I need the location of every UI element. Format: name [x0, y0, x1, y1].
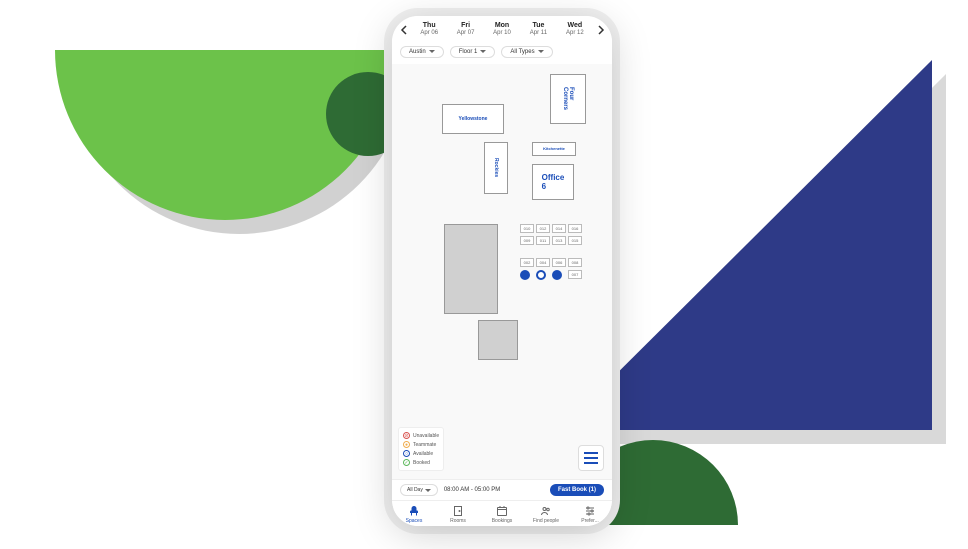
floor-label: Floor 1 [459, 49, 478, 55]
desk-001-booked[interactable] [520, 270, 530, 280]
room-office6[interactable]: Office 6 [532, 164, 574, 200]
date-dow: Fri [461, 22, 470, 30]
time-range[interactable]: 08:00 AM - 05:00 PM [444, 487, 544, 493]
teammate-icon: ● [403, 441, 410, 448]
room-label: Kitchenette [543, 146, 565, 151]
date-sub: Apr 12 [566, 30, 584, 37]
door-icon [452, 505, 464, 517]
desk-016[interactable]: 016 [568, 224, 582, 233]
legend: ⊘ Unavailable ● Teammate ○ Available ✓ B… [398, 427, 444, 471]
date-sub: Apr 07 [457, 30, 475, 37]
date-item-3[interactable]: Tue Apr 11 [521, 22, 555, 38]
location-label: Austin [409, 49, 426, 55]
desk-007[interactable]: 007 [568, 270, 582, 279]
floor-filter[interactable]: Floor 1 [450, 46, 496, 58]
desk-005-booked[interactable] [552, 270, 562, 280]
desk-014[interactable]: 014 [552, 224, 566, 233]
desk-004[interactable]: 004 [536, 258, 550, 267]
desk-011[interactable]: 011 [536, 236, 550, 245]
allday-toggle[interactable]: All Day [400, 484, 438, 496]
desk-012[interactable]: 012 [536, 224, 550, 233]
date-dow: Wed [568, 22, 583, 30]
caret-down-icon [425, 489, 431, 492]
desk-010[interactable]: 010 [520, 224, 534, 233]
date-dow: Tue [532, 22, 544, 30]
date-dow: Thu [423, 22, 436, 30]
date-selector-row: Thu Apr 06 Fri Apr 07 Mon Apr 10 Tue Apr… [392, 16, 612, 44]
date-sub: Apr 10 [493, 30, 511, 37]
caret-down-icon [480, 50, 486, 53]
date-item-0[interactable]: Thu Apr 06 [412, 22, 446, 38]
unavailable-icon: ⊘ [403, 432, 410, 439]
phone-mockup: Thu Apr 06 Fri Apr 07 Mon Apr 10 Tue Apr… [392, 16, 612, 526]
caret-down-icon [429, 50, 435, 53]
room-label: Rockies [493, 158, 499, 177]
booked-icon: ✓ [403, 459, 410, 466]
list-view-button[interactable] [578, 445, 604, 471]
room-rockies[interactable]: Rockies [484, 142, 508, 194]
fast-book-button[interactable]: Fast Book (1) [550, 484, 604, 496]
desk-003-available[interactable] [536, 270, 546, 280]
legend-available: ○ Available [403, 450, 439, 457]
desk-009[interactable]: 009 [520, 236, 534, 245]
date-dow: Mon [495, 22, 509, 30]
legend-booked: ✓ Booked [403, 459, 439, 466]
people-icon [540, 505, 552, 517]
block-shaded [444, 224, 498, 314]
type-filter[interactable]: All Types [501, 46, 552, 58]
date-item-1[interactable]: Fri Apr 07 [448, 22, 482, 38]
nav-bookings[interactable]: Bookings [480, 505, 524, 524]
bottom-nav: Spaces Rooms Bookings Find people [392, 500, 612, 526]
date-sub: Apr 06 [420, 30, 438, 37]
date-item-2[interactable]: Mon Apr 10 [485, 22, 519, 38]
date-item-4[interactable]: Wed Apr 12 [558, 22, 592, 38]
calendar-icon [496, 505, 508, 517]
desk-008[interactable]: 008 [568, 258, 582, 267]
desk-015[interactable]: 015 [568, 236, 582, 245]
room-yellowstone[interactable]: Yellowstone [442, 104, 504, 134]
room-label: Four Corners [562, 87, 574, 110]
sliders-icon [584, 505, 596, 517]
desk-002[interactable]: 002 [520, 258, 534, 267]
block-shaded-2 [478, 320, 518, 360]
desk-013[interactable]: 013 [552, 236, 566, 245]
date-sub: Apr 11 [530, 30, 547, 37]
room-label: Office 6 [542, 173, 565, 191]
nav-find-people[interactable]: Find people [524, 505, 568, 524]
app-screen: Thu Apr 06 Fri Apr 07 Mon Apr 10 Tue Apr… [392, 16, 612, 526]
room-kitchenette[interactable]: Kitchenette [532, 142, 576, 156]
caret-down-icon [538, 50, 544, 53]
desk-006[interactable]: 006 [552, 258, 566, 267]
available-icon: ○ [403, 450, 410, 457]
chair-icon [408, 505, 420, 517]
legend-unavailable: ⊘ Unavailable [403, 432, 439, 439]
nav-rooms[interactable]: Rooms [436, 505, 480, 524]
room-label: Yellowstone [459, 116, 488, 122]
filter-row: Austin Floor 1 All Types [392, 44, 612, 64]
date-next[interactable] [594, 23, 608, 37]
floorplan-viewport[interactable]: Yellowstone Four Corners Rockies Kitchen… [392, 64, 612, 479]
time-selector-row: All Day 08:00 AM - 05:00 PM Fast Book (1… [392, 479, 612, 500]
location-filter[interactable]: Austin [400, 46, 444, 58]
date-prev[interactable] [396, 23, 410, 37]
legend-teammate: ● Teammate [403, 441, 439, 448]
room-four-corners[interactable]: Four Corners [550, 74, 586, 124]
type-label: All Types [510, 49, 534, 55]
